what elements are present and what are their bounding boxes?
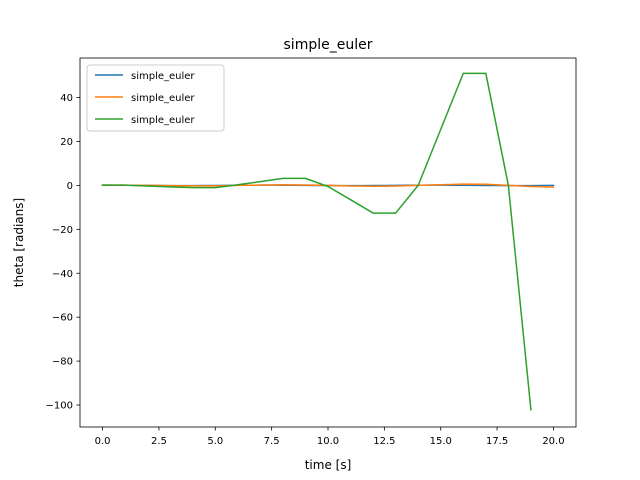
x-tick-label: 12.5 (373, 436, 395, 447)
x-tick-label: 0.0 (95, 436, 111, 447)
x-tick-label: 15.0 (430, 436, 452, 447)
y-tick-label: 0 (67, 181, 73, 192)
x-axis: 0.0 2.5 5.0 7.5 10.0 12.5 15.0 17.5 20.0 (95, 427, 565, 447)
legend-label-3: simple_euler (131, 115, 195, 126)
chart-title: simple_euler (284, 37, 373, 53)
y-axis-label: theta [radians] (12, 198, 26, 287)
legend-box (86, 64, 225, 132)
x-tick-label: 5.0 (207, 436, 223, 447)
legend-label-2: simple_euler (131, 93, 195, 104)
y-tick-label: 40 (60, 93, 73, 104)
x-axis-label: time [s] (305, 458, 352, 472)
y-tick-label: 20 (60, 137, 73, 148)
x-tick-label: 17.5 (486, 436, 508, 447)
legend-label-1: simple_euler (131, 71, 195, 82)
x-tick-label: 2.5 (151, 436, 167, 447)
series-line-2 (101, 183, 555, 188)
x-tick-label: 10.0 (317, 436, 339, 447)
y-tick-label: −40 (52, 269, 73, 280)
legend: simple_euler simple_euler simple_euler (86, 64, 225, 132)
y-axis: −100 −80 −60 −40 −20 0 20 40 (46, 93, 80, 412)
series-layer (101, 72, 555, 411)
y-tick-label: −20 (52, 225, 73, 236)
series-line-3 (101, 72, 532, 411)
y-tick-label: −100 (46, 401, 73, 412)
x-tick-label: 7.5 (264, 436, 280, 447)
y-tick-label: −60 (52, 313, 73, 324)
y-tick-label: −80 (52, 357, 73, 368)
x-tick-label: 20.0 (542, 436, 564, 447)
